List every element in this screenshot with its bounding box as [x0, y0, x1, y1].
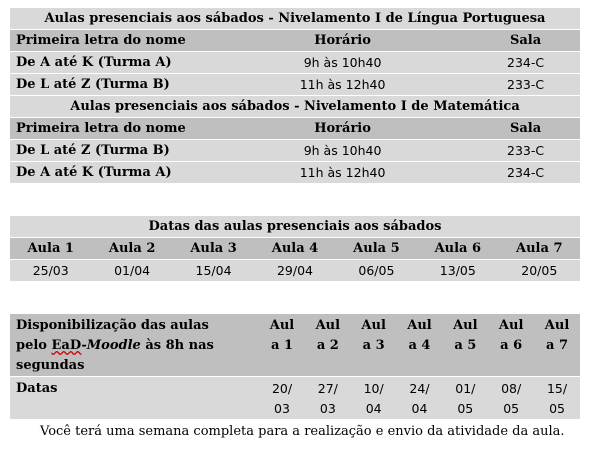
header-suffix: às 8h nas [140, 338, 214, 353]
data-part: 05 [503, 401, 520, 416]
table-row: De A até K (Turma A) 11h às 12h40 234-C [10, 161, 580, 184]
data-part: 08/ [501, 381, 522, 396]
table-row: De L até Z (Turma B) 9h às 10h40 233-C [10, 139, 580, 162]
sala-cell: 233-C [471, 73, 580, 96]
data-cell: 06/05 [335, 259, 418, 282]
data-cell: 27/03 [304, 376, 351, 420]
header-dash: - [81, 338, 87, 353]
data-cell: 15/05 [534, 376, 580, 420]
data-part: 03 [274, 401, 290, 416]
header-sala: Sala [471, 29, 580, 52]
data-part: 15/ [546, 381, 568, 396]
sala-cell: 234-C [471, 161, 580, 184]
data-part: 04 [411, 401, 428, 416]
aula-part: Aul [269, 318, 295, 333]
header-line-3: segundas [16, 358, 85, 373]
aula-header: Aul a 7 [534, 314, 580, 377]
aula-header: Aul a 2 [304, 314, 351, 377]
aula-header: Aula 6 [417, 237, 499, 260]
data-cell: 29/04 [254, 259, 336, 282]
datas-presenciais-title: Datas das aulas presenciais aos sábados [10, 216, 580, 238]
aula-part: a 5 [454, 338, 477, 353]
aula-part: Aul [544, 318, 570, 333]
data-part: 10/ [363, 381, 384, 396]
data-part: 05 [549, 401, 565, 416]
aula-part: a 3 [362, 338, 385, 353]
data-part: 24/ [409, 381, 430, 396]
ead-text: EaD [51, 338, 82, 353]
aula-part: a 6 [500, 338, 523, 353]
moodle-text: Moodle [86, 338, 141, 353]
data-cell: 01/04 [91, 259, 173, 282]
footer-note: Você terá uma semana completa para a rea… [40, 424, 565, 439]
portugues-title: Aulas presenciais aos sábados - Nivelame… [10, 8, 580, 30]
aula-header: Aula 4 [254, 237, 336, 260]
horario-cell: 9h às 10h40 [214, 51, 472, 74]
header-prefix: pelo [16, 338, 52, 353]
data-part: 04 [365, 401, 382, 416]
data-cell: 20/05 [498, 259, 580, 282]
sala-cell: 234-C [471, 51, 580, 74]
data-cell: 15/04 [172, 259, 255, 282]
aula-part: a 2 [316, 338, 339, 353]
aula-header: Aula 5 [335, 237, 418, 260]
aula-header: Aula 3 [172, 237, 255, 260]
grupo-cell: De A até K (Turma A) [10, 51, 215, 74]
header-horario: Horário [214, 117, 472, 140]
aula-part: a 4 [408, 338, 431, 353]
aula-part: Aul [498, 318, 524, 333]
header-line-2: pelo EaD-Moodle às 8h nas [16, 336, 259, 356]
data-cell: 10/04 [350, 376, 397, 420]
grupo-cell: De L até Z (Turma B) [10, 73, 215, 96]
header-line-1: Disponibilização das aulas [16, 318, 209, 333]
table-row: 25/03 01/04 15/04 29/04 06/05 13/05 20/0… [10, 259, 580, 282]
aula-part: Aul [453, 318, 478, 333]
header-horario: Horário [214, 29, 472, 52]
matematica-title: Aulas presenciais aos sábados - Nivelame… [10, 95, 580, 118]
horario-cell: 9h às 10h40 [214, 139, 472, 162]
aula-part: Aul [407, 318, 432, 333]
aula-header: Aula 2 [91, 237, 173, 260]
data-cell: 08/05 [488, 376, 535, 420]
datas-label: Datas [10, 376, 260, 420]
grupo-cell: De A até K (Turma A) [10, 161, 215, 184]
horario-cell: 11h às 12h40 [214, 161, 472, 184]
aula-header: Aul a 1 [259, 314, 305, 377]
data-cell: 20/03 [259, 376, 305, 420]
aula-header: Aul a 6 [488, 314, 535, 377]
aula-header: Aula 7 [498, 237, 580, 260]
data-cell: 13/05 [417, 259, 499, 282]
nivelamento-schedule-table: Aulas presenciais aos sábados - Nivelame… [10, 8, 580, 184]
header-primeira-letra: Primeira letra do nome [10, 117, 215, 140]
data-part: 27/ [317, 381, 338, 396]
data-cell: 25/03 [10, 259, 92, 282]
data-part: 20/ [271, 381, 293, 396]
data-part: 05 [457, 401, 474, 416]
grupo-cell: De L até Z (Turma B) [10, 139, 215, 162]
table-row: De L até Z (Turma B) 11h às 12h40 233-C [10, 73, 580, 96]
table-row: De A até K (Turma A) 9h às 10h40 234-C [10, 51, 580, 74]
aula-header: Aul a 4 [396, 314, 443, 377]
header-primeira-letra: Primeira letra do nome [10, 29, 215, 52]
horario-cell: 11h às 12h40 [214, 73, 472, 96]
aula-header: Aula 1 [10, 237, 92, 260]
table-row: Datas 20/03 27/03 10/04 24/04 01/05 08/0… [10, 376, 580, 420]
aula-part: Aul [315, 318, 341, 333]
aula-part: a 1 [271, 338, 293, 353]
data-part: 01/ [455, 381, 476, 396]
aula-header: Aul a 3 [350, 314, 397, 377]
aula-header: Aul a 5 [442, 314, 489, 377]
data-cell: 01/05 [442, 376, 489, 420]
header-sala: Sala [471, 117, 580, 140]
aula-part: Aul [361, 318, 386, 333]
datas-presenciais-table: Datas das aulas presenciais aos sábados … [10, 216, 580, 282]
ead-moodle-table: Disponibilização das aulas pelo EaD-Mood… [10, 314, 580, 420]
disponibilizacao-header: Disponibilização das aulas pelo EaD-Mood… [10, 314, 260, 377]
data-part: 03 [319, 401, 336, 416]
sala-cell: 233-C [471, 139, 580, 162]
aula-part: a 7 [546, 338, 569, 353]
data-cell: 24/04 [396, 376, 443, 420]
